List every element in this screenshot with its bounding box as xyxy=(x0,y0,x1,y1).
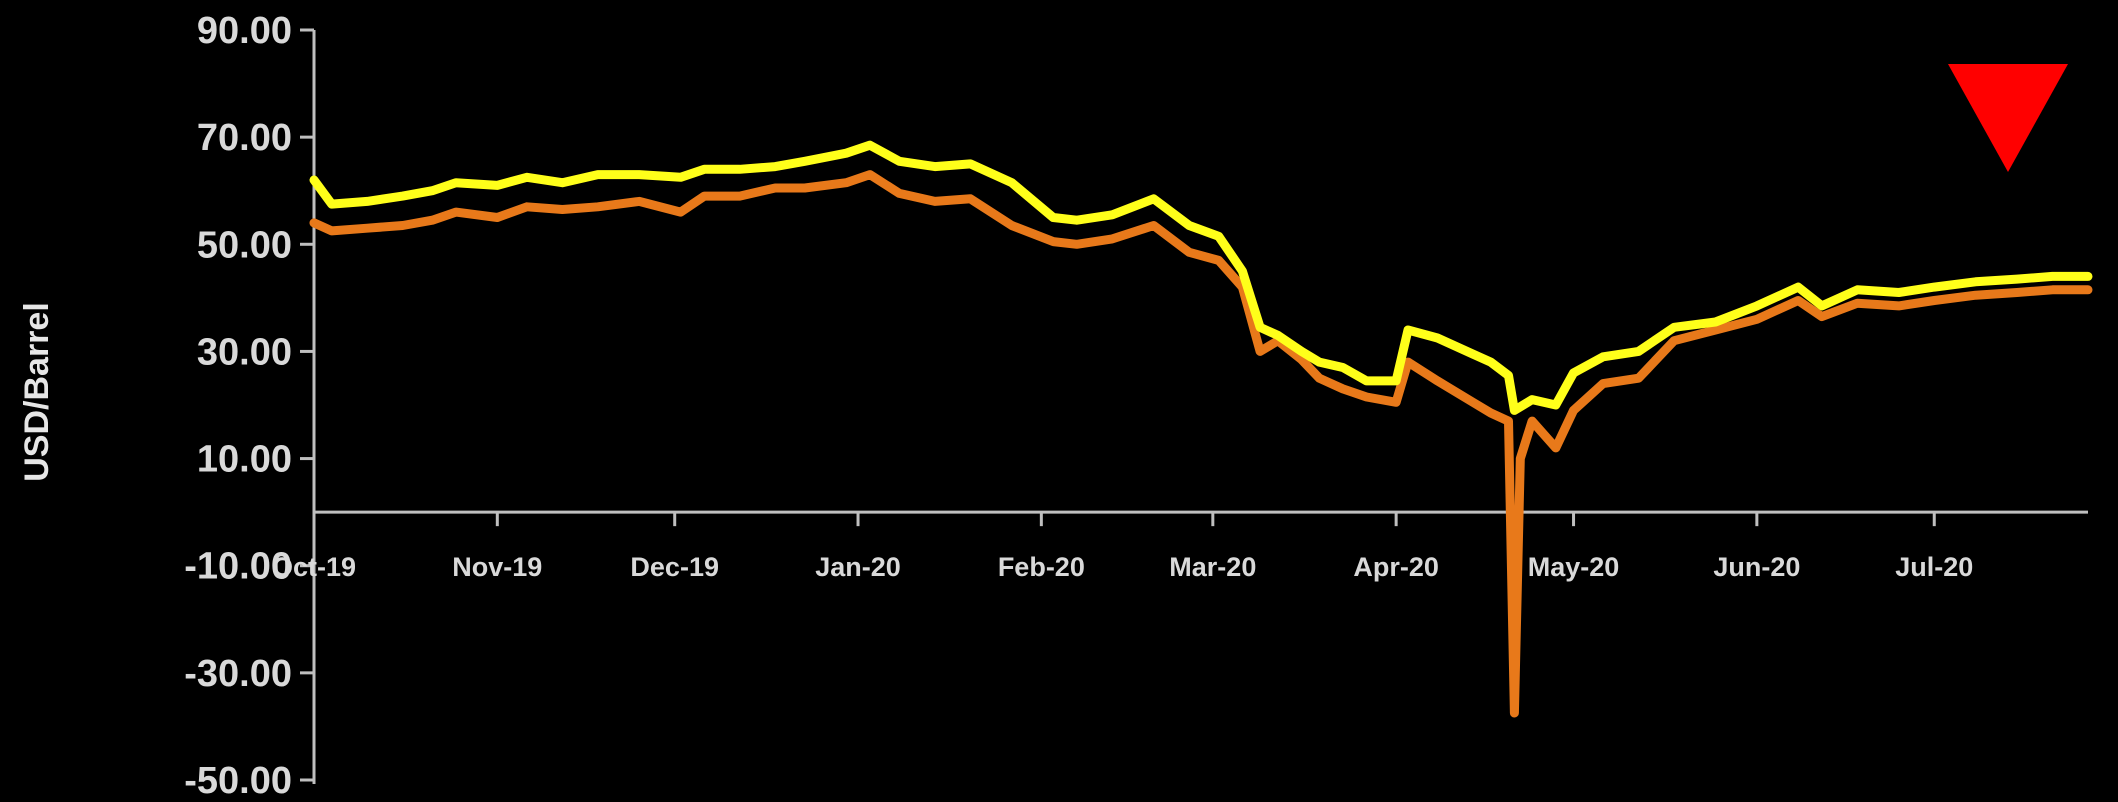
y-axis-title: USD/Barrel xyxy=(18,302,56,482)
y-tick-label: 90.00 xyxy=(197,10,292,52)
x-tick-label: Jun-20 xyxy=(1713,552,1800,582)
y-tick-label: 70.00 xyxy=(197,117,292,159)
y-tick-label: -50.00 xyxy=(184,760,292,802)
x-tick-label: Oct-19 xyxy=(272,552,356,582)
red-down-arrow-icon xyxy=(1948,64,2068,172)
x-axis: Oct-19 Nov-19 Dec-19 Jan-20 Feb-20 Mar-20 Apr-… xyxy=(272,510,2088,582)
x-tick-label: May-20 xyxy=(1528,552,1620,582)
y-tick-label: 10.00 xyxy=(197,439,292,481)
series-line-upper xyxy=(309,140,2093,415)
y-tick-label: -10.00 xyxy=(184,546,292,588)
x-tick-label: Jul-20 xyxy=(1895,552,1973,582)
x-tick-label: Nov-19 xyxy=(452,552,542,582)
x-tick-label: Apr-20 xyxy=(1353,552,1439,582)
y-tick-label: -30.00 xyxy=(184,653,292,695)
x-tick-label: Mar-20 xyxy=(1169,552,1256,582)
y-axis: 90.00 70.00 50.00 30.00 10.00 -10.00 -30.00 -50… xyxy=(184,10,316,802)
series-line-lower xyxy=(309,170,2093,718)
y-tick-label: 30.00 xyxy=(197,331,292,373)
x-tick-label: Feb-20 xyxy=(998,552,1085,582)
y-tick-label: 50.00 xyxy=(197,224,292,266)
x-tick-label: Dec-19 xyxy=(630,552,719,582)
series-lines xyxy=(309,140,2093,718)
x-tick-label: Jan-20 xyxy=(815,552,901,582)
